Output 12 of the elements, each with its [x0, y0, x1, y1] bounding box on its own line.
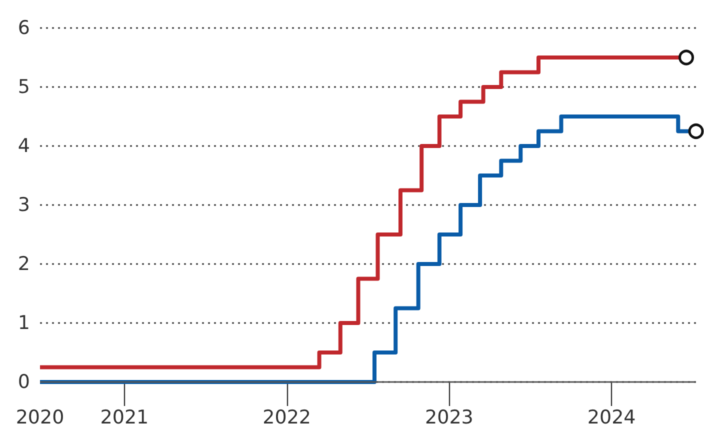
y-tick-label: 3 — [18, 194, 30, 216]
y-tick-label: 5 — [18, 76, 30, 98]
x-tick-label: 2020 — [16, 406, 64, 428]
x-tick-label: 2023 — [425, 406, 474, 428]
x-tick-label: 2022 — [262, 406, 311, 428]
y-tick-label: 6 — [18, 17, 30, 39]
y-tick-label: 4 — [18, 135, 30, 157]
y-tick-label: 0 — [18, 371, 30, 393]
y-tick-label: 2 — [18, 253, 30, 275]
x-tick-label: 2024 — [587, 406, 636, 428]
y-tick-label: 1 — [18, 312, 30, 334]
x-tick-label: 2021 — [100, 406, 149, 428]
